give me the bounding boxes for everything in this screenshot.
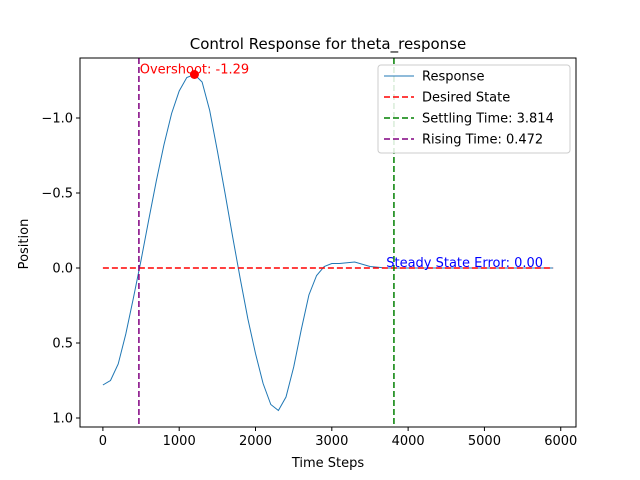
x-tick-label: 0 (99, 434, 107, 449)
y-tick-label: 0.0 (52, 262, 73, 277)
legend-label: Rising Time: 0.472 (422, 133, 543, 148)
legend-label: Desired State (422, 91, 510, 106)
x-tick-label: 5000 (468, 434, 501, 449)
y-tick-label: −0.5 (41, 187, 73, 202)
legend-label: Settling Time: 3.814 (422, 112, 554, 127)
y-tick-label: 1.0 (52, 412, 73, 427)
x-tick-label: 3000 (315, 434, 348, 449)
y-tick-label: 0.5 (52, 337, 73, 352)
x-tick-label: 2000 (239, 434, 272, 449)
legend: Response Desired State Settling Time: 3.81… (377, 64, 571, 154)
overshoot-annotation: Overshoot: -1.29 (140, 63, 249, 78)
overshoot-peak-marker (189, 70, 199, 79)
x-tick-label: 4000 (392, 434, 425, 449)
response-line (102, 73, 554, 412)
chart-title: Control Response for theta_response (190, 35, 467, 54)
x-tick-label: 1000 (163, 434, 196, 449)
x-tick-label: 6000 (544, 434, 577, 449)
plot-area: Overshoot: -1.29 Steady State Error: 0.00… (41, 57, 577, 449)
steady-state-error-annotation: Steady State Error: 0.00 (386, 256, 543, 271)
x-axis-label: Time Steps (291, 456, 365, 471)
y-tick-label: −1.0 (41, 112, 73, 127)
legend-label: Response (422, 70, 484, 85)
legend-box (377, 64, 571, 154)
y-axis-label: Position (17, 219, 32, 270)
plot-frame (79, 57, 577, 428)
